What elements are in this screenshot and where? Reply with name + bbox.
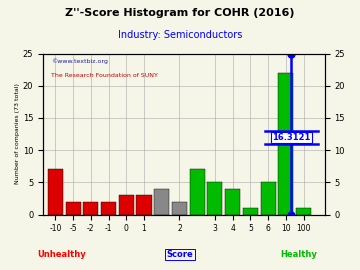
Bar [154,189,169,214]
Bar [48,170,63,214]
Bar [261,182,276,214]
Y-axis label: Number of companies (73 total): Number of companies (73 total) [15,84,20,184]
Bar [136,195,152,214]
Bar [119,195,134,214]
Bar [296,208,311,214]
Text: Industry: Semiconductors: Industry: Semiconductors [118,30,242,40]
Text: Healthy: Healthy [280,250,317,259]
Bar [101,202,116,214]
Text: Score: Score [167,250,193,259]
Bar [190,170,205,214]
Bar [278,73,293,214]
Text: Unhealthy: Unhealthy [37,250,86,259]
Text: 16.3121: 16.3121 [272,133,310,142]
Text: Z''-Score Histogram for COHR (2016): Z''-Score Histogram for COHR (2016) [65,8,295,18]
Bar [243,208,258,214]
Bar [66,202,81,214]
Text: The Research Foundation of SUNY: The Research Foundation of SUNY [51,73,158,78]
Bar [83,202,98,214]
Bar [225,189,240,214]
Bar [172,202,187,214]
Text: ©www.textbiz.org: ©www.textbiz.org [51,58,108,64]
Bar [207,182,222,214]
